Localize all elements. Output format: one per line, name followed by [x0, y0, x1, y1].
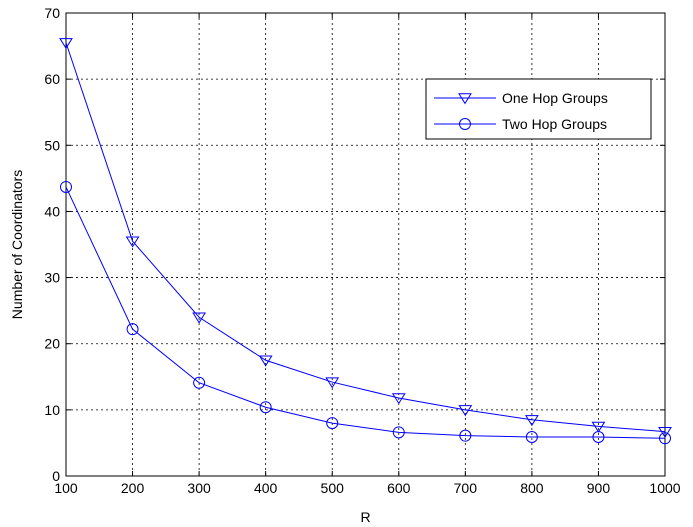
y-tick-label: 30 — [44, 270, 60, 286]
x-tick-label: 1000 — [649, 480, 680, 496]
data-point — [126, 323, 139, 336]
x-tick-label: 900 — [587, 480, 611, 496]
data-point — [392, 426, 405, 439]
x-tick-label: 300 — [187, 480, 211, 496]
y-tick-label: 70 — [44, 5, 60, 21]
data-point — [459, 429, 472, 442]
legend-marker-triangle — [458, 93, 472, 105]
x-tick-label: 800 — [520, 480, 544, 496]
grid-lines — [66, 13, 665, 476]
data-point — [525, 430, 538, 443]
data-point — [259, 401, 272, 414]
legend-entry-two-hop: Two Hop Groups — [434, 116, 607, 132]
x-tick-label: 700 — [454, 480, 478, 496]
series-line — [65, 186, 666, 439]
x-axis-label: R — [360, 509, 370, 525]
y-tick-label: 50 — [44, 137, 60, 153]
data-point — [325, 377, 340, 389]
data-point — [458, 405, 473, 417]
data-point — [60, 180, 72, 193]
data-point — [125, 236, 140, 248]
series-one-hop — [59, 38, 672, 439]
data-point — [591, 421, 606, 433]
data-point — [59, 38, 73, 50]
y-tick-label: 40 — [44, 203, 60, 219]
data-point — [326, 417, 339, 430]
legend-label-two-hop: Two Hop Groups — [502, 116, 607, 132]
legend-label-one-hop: One Hop Groups — [502, 90, 608, 106]
axis-ticks: 100 200 300 400 500 600 700 800 900 1000 0 10 20 30 40… — [44, 5, 680, 496]
y-tick-label: 20 — [44, 336, 60, 352]
y-tick-label: 10 — [44, 402, 60, 418]
data-point — [659, 432, 671, 445]
y-tick-label: 60 — [44, 71, 60, 87]
data-point — [658, 426, 672, 439]
y-tick-label: 0 — [52, 468, 60, 484]
data-point — [524, 415, 539, 427]
legend: One Hop Groups Two Hop Groups — [425, 78, 652, 140]
y-axis-label: Number of Coordinators — [9, 170, 25, 319]
plot-frame — [65, 12, 666, 477]
legend-entry-one-hop: One Hop Groups — [434, 90, 608, 106]
x-tick-label: 600 — [387, 480, 411, 496]
series-layer — [59, 38, 672, 445]
data-point — [258, 355, 273, 367]
data-point — [192, 312, 207, 324]
data-point — [391, 393, 406, 405]
series-two-hop — [60, 180, 671, 445]
data-point — [193, 376, 206, 389]
series-line — [65, 42, 666, 433]
legend-marker-circle — [459, 118, 471, 130]
x-tick-label: 400 — [254, 480, 278, 496]
x-tick-label: 500 — [321, 480, 345, 496]
x-tick-label: 200 — [121, 480, 145, 496]
data-point — [592, 430, 605, 443]
x-tick-label: 100 — [54, 480, 78, 496]
